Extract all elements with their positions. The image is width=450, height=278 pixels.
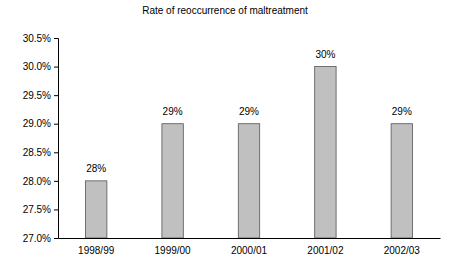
y-tick: 29.5% [23,90,58,101]
y-tick: 29.0% [23,118,58,129]
y-tick-label: 27.0% [23,233,51,244]
data-label: 30% [315,49,335,60]
y-tick-mark [54,124,58,125]
y-axis-line [54,39,59,239]
data-label: 29% [239,106,259,117]
x-tick: 1999/00 [155,238,192,256]
y-tick-label: 28.5% [23,147,51,158]
x-tick-label: 1998/99 [78,245,115,256]
plot: 28% 29% 29% 30% 29% 27.0% 27.5% 28.0% 28.5% 29.0%… [23,33,441,256]
x-tick: 2002/03 [384,238,421,256]
x-axis-line [59,238,441,239]
chart: Rate of reoccurrence of maltreatment28%2… [0,0,450,278]
x-axis: 1998/99 1999/00 2000/01 2001/02 2002/03 [59,238,441,256]
x-tick: 2000/01 [231,238,268,256]
data-label: 29% [163,106,183,117]
x-tick-label: 2000/01 [231,245,268,256]
bar [86,181,107,238]
y-tick-label: 29.0% [23,118,51,129]
y-axis: 27.0% 27.5% 28.0% 28.5% 29.0% 29.5% 30.0% 30.5% [23,33,59,244]
y-tick-label: 29.5% [23,90,51,101]
y-tick-label: 30.0% [23,61,51,72]
y-tick-mark [54,209,58,210]
bar [391,124,412,238]
y-tick: 28.0% [23,176,58,187]
y-tick-label: 30.5% [23,33,51,44]
x-tick-label: 1999/00 [155,245,192,256]
y-tick-mark [54,181,58,182]
y-tick: 28.5% [23,147,58,158]
title: Rate of reoccurrence of maltreatment [142,5,308,16]
y-tick-mark [54,67,58,68]
data-labels: 28% 29% 29% 30% 29% [86,49,412,174]
y-tick: 30.0% [23,61,58,72]
y-tick: 30.5% [23,33,58,44]
x-tick: 2001/02 [307,238,344,256]
bar [315,67,336,238]
y-tick: 27.0% [23,233,58,244]
y-tick-mark [54,95,58,96]
y-tick-label: 28.0% [23,176,51,187]
bars [86,67,413,238]
x-tick-label: 2002/03 [384,245,421,256]
x-tick: 1998/99 [78,238,115,256]
data-label: 29% [392,106,412,117]
y-tick: 27.5% [23,204,58,215]
y-tick-mark [54,152,58,153]
y-tick-mark [54,38,58,39]
bar [162,124,183,238]
y-tick-label: 27.5% [23,204,51,215]
bar [238,124,259,238]
x-tick-label: 2001/02 [307,245,344,256]
y-tick-mark [54,238,58,239]
data-label: 28% [86,163,106,174]
